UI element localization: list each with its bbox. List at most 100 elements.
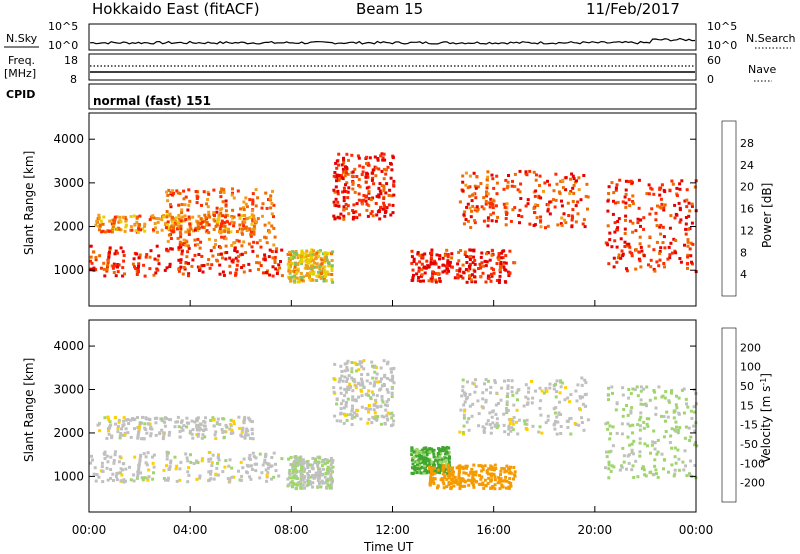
velocity-cell [509,482,513,485]
power-cell [612,199,615,203]
velocity-cell [639,398,643,402]
power-cell [264,191,268,195]
power-cell [341,190,344,194]
power-cell [305,257,309,261]
power-cell [343,174,347,178]
velocity-cell [507,432,510,436]
velocity-cell [110,434,114,438]
velocity-cell [480,475,484,479]
power-cell [340,174,343,178]
velocity-cell [211,416,215,420]
power-cell [688,247,692,251]
velocity-cell [462,403,466,407]
power-cell [179,219,183,223]
power-cell [378,217,382,221]
velocity-cell [502,467,506,471]
velocity-cell [207,479,211,483]
power-cell [320,262,324,266]
velocity-cell [97,475,101,479]
power-cell [290,275,294,279]
velocity-cell [481,465,485,469]
power-cell [628,245,632,249]
power-cell [304,252,308,256]
power-cell [173,219,177,223]
velocity-cell [185,456,189,460]
power-cell [571,186,575,190]
velocity-cell [329,466,333,470]
power-cell [648,212,652,216]
power-cell [667,245,671,249]
power-cell [430,275,434,279]
power-cell [354,215,358,219]
power-cell [502,261,506,265]
velocity-cell [531,396,535,400]
velocity-cell [118,471,122,475]
velocity-cell [241,428,245,432]
velocity-cell [180,420,183,424]
velocity-cell [485,469,489,473]
velocity-cell [263,458,267,462]
velocity-cell [187,466,191,470]
power-cell [379,154,383,158]
velocity-cell [268,465,272,469]
velocity-cell [195,477,199,481]
power-cell [576,200,580,204]
power-cell [257,261,261,265]
velocity-cell [227,480,231,484]
power-cell [311,263,315,267]
velocity-cell [214,430,218,434]
velocity-cell [558,391,562,395]
power-cell [410,279,414,282]
velocity-cell [453,475,457,479]
power-cell [293,267,297,270]
velocity-cell [477,464,481,468]
power-cell [636,217,640,221]
velocity-cell [145,477,149,481]
velocity-cell [118,455,122,459]
y-tick-label: 1000 [53,469,84,483]
power-cell [446,253,450,257]
power-cell [562,212,566,216]
power-cell [288,270,292,273]
velocity-cell [152,471,155,475]
velocity-cell [316,455,320,459]
velocity-cell [534,389,537,393]
velocity-cell [339,412,343,416]
power-cell [94,258,98,262]
velocity-cell [261,463,265,467]
power-cell [433,259,437,263]
power-cell [502,187,506,191]
power-cell [178,240,182,244]
power-cell [367,185,371,189]
velocity-cell [638,441,642,445]
velocity-cell [422,449,426,453]
velocity-cell [486,419,490,423]
power-cell [577,188,581,192]
velocity-cell [654,468,658,472]
power-cell [294,252,298,255]
power-cell [178,243,182,247]
freq-label-line1: Freq. [8,54,35,67]
velocity-cell [208,451,212,454]
power-cell [198,265,202,269]
velocity-cell [622,454,626,458]
velocity-cell [372,408,376,412]
power-cell [469,254,473,258]
velocity-cell [410,471,414,475]
velocity-cell [512,466,516,469]
velocity-cell [437,465,441,469]
power-cell [252,230,256,234]
power-cell [94,268,98,272]
power-cell [177,267,181,271]
velocity-cell [559,379,563,383]
power-cell [137,223,141,227]
velocity-cell [443,452,447,456]
power-cell [205,223,208,227]
power-cell [637,178,641,182]
velocity-cell [390,395,394,399]
power-heatmap [89,152,698,284]
power-cell [333,217,337,221]
power-cell [153,222,157,225]
velocity-cell [229,432,233,435]
power-cell [136,267,140,271]
